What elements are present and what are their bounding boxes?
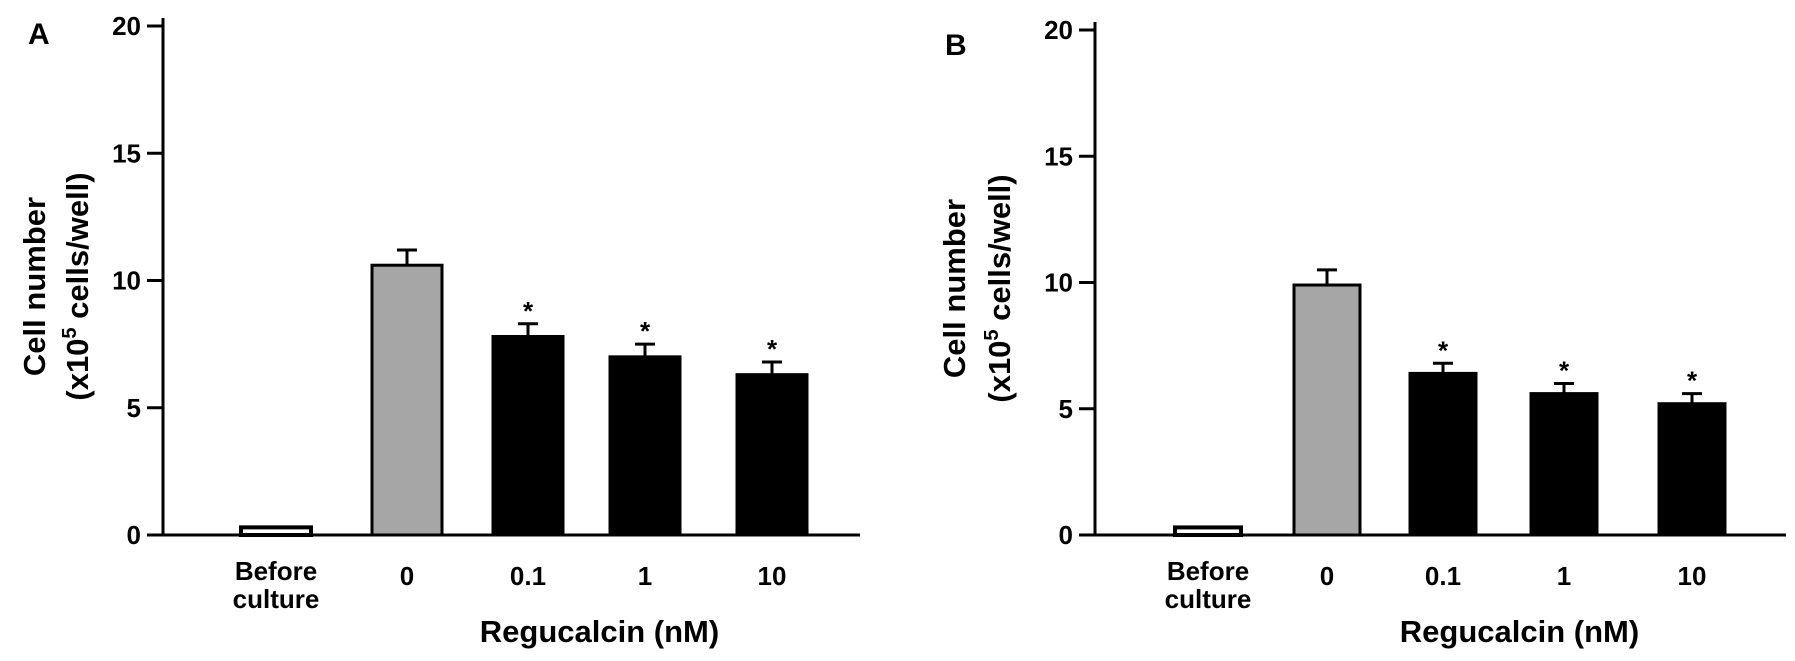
x-tick-label: 1 <box>1557 561 1571 591</box>
significance-marker: * <box>1687 366 1698 396</box>
bar <box>491 334 565 537</box>
x-tick-label-line: 10 <box>1678 561 1707 591</box>
y-tick-label: 0 <box>1059 520 1073 550</box>
panel-label: B <box>945 29 967 62</box>
bar <box>239 525 313 537</box>
bar <box>1408 371 1478 537</box>
y-axis-unit-part: (x10 <box>982 341 1017 403</box>
y-axis-unit-exponent: 5 <box>981 329 1003 340</box>
x-tick-label: Before culture <box>1165 556 1252 614</box>
x-tick-label-line: 0 <box>400 561 414 591</box>
chart-panel-a: A 0 5 10 15 20 Before culture 0 * 0.1 * 1 * 10 Regucalc… <box>17 11 860 649</box>
significance-marker: * <box>640 316 651 346</box>
y-axis-unit-part: (x10 <box>60 339 95 401</box>
y-axis-unit: (x105 cells/well) <box>981 174 1017 402</box>
x-tick-label-line: culture <box>233 584 320 614</box>
x-tick-label: 0.1 <box>1425 561 1461 591</box>
y-tick-label: 5 <box>127 393 141 423</box>
bar <box>735 373 809 537</box>
x-tick-label: 0 <box>400 561 414 591</box>
y-tick-label: 0 <box>127 520 141 550</box>
y-tick-label: 10 <box>1044 268 1073 298</box>
x-tick-label: 10 <box>1678 561 1707 591</box>
significance-marker: * <box>1559 356 1570 386</box>
x-axis-title: Regucalcin (nM) <box>1400 614 1639 649</box>
y-axis-unit-part: cells/well) <box>60 172 95 327</box>
y-tick-label: 15 <box>1044 141 1073 171</box>
x-tick-label-line: 1 <box>1557 561 1571 591</box>
x-tick-label: Before culture <box>233 556 320 614</box>
x-tick-label-line: 0.1 <box>1425 561 1461 591</box>
x-tick-label-line: 1 <box>638 561 652 591</box>
y-tick-label: 20 <box>1044 15 1073 45</box>
y-tick-label: 5 <box>1059 394 1073 424</box>
significance-marker: * <box>523 296 534 326</box>
significance-marker: * <box>767 334 778 364</box>
y-axis-title: Cell number <box>937 199 972 378</box>
x-tick-label-line: Before <box>1167 556 1249 586</box>
chart-panel-b: B 0 5 10 15 20 Before culture 0 * 0.1 * 1 * 10 Regucalc… <box>937 15 1786 649</box>
bar <box>1529 392 1599 537</box>
x-tick-label-line: 0 <box>1320 561 1334 591</box>
x-tick-label-line: 10 <box>758 561 787 591</box>
y-tick-label: 15 <box>112 138 141 168</box>
bar <box>370 263 444 537</box>
y-tick-label: 20 <box>112 11 141 41</box>
x-tick-label-line: culture <box>1165 584 1252 614</box>
y-axis-unit-part: cells/well) <box>982 174 1017 329</box>
x-tick-label-line: Before <box>235 556 317 586</box>
significance-marker: * <box>1438 335 1449 365</box>
panel-label: A <box>28 18 50 51</box>
x-tick-label: 0.1 <box>510 561 546 591</box>
x-tick-label-line: 0.1 <box>510 561 546 591</box>
y-axis-title: Cell number <box>17 197 52 376</box>
y-axis-unit-exponent: 5 <box>59 327 81 338</box>
y-tick-label: 10 <box>112 266 141 296</box>
x-tick-label: 10 <box>758 561 787 591</box>
x-tick-label: 0 <box>1320 561 1334 591</box>
bar <box>1173 525 1243 537</box>
bar <box>608 355 682 537</box>
y-axis-unit: (x105 cells/well) <box>59 172 95 400</box>
bar <box>1657 402 1727 537</box>
bar <box>1292 283 1362 537</box>
x-axis-title: Regucalcin (nM) <box>480 614 719 649</box>
x-tick-label: 1 <box>638 561 652 591</box>
